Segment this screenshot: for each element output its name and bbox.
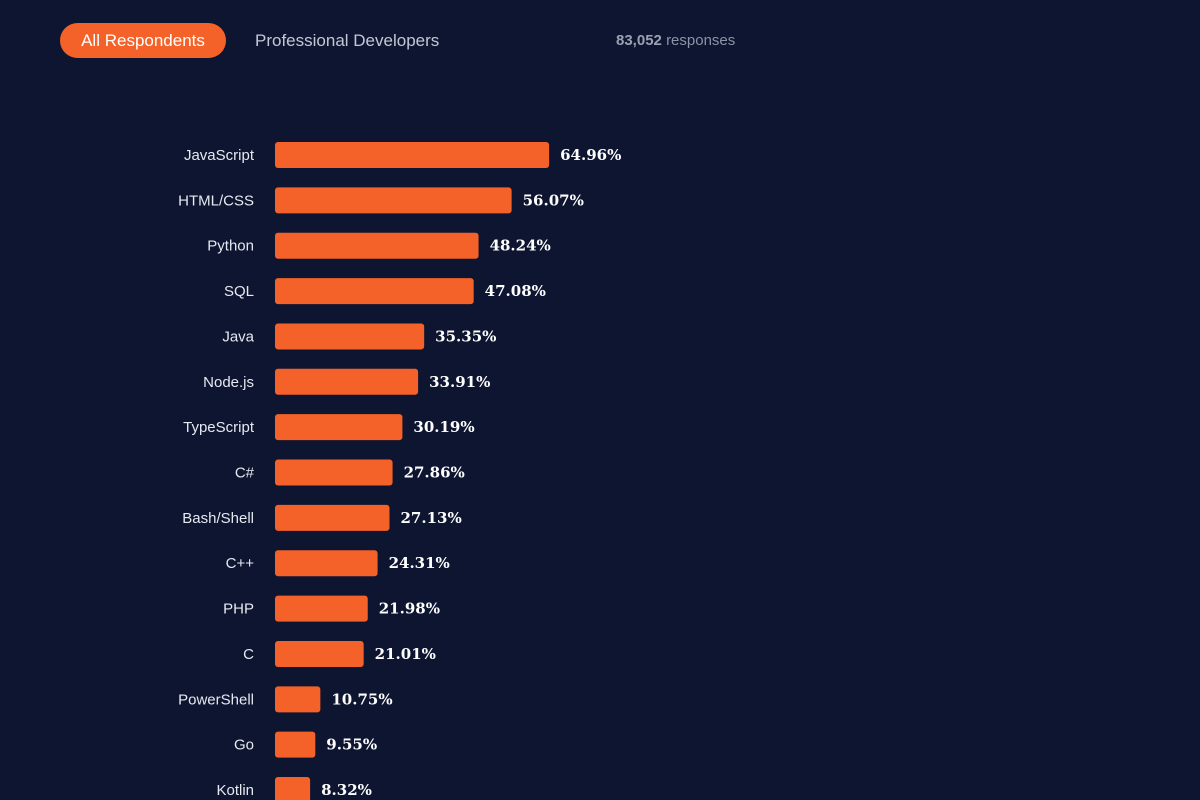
value-label: 9.55%	[326, 736, 377, 754]
category-label: Java	[222, 328, 254, 345]
value-label: 10.75%	[331, 690, 392, 708]
category-label: Python	[207, 238, 254, 255]
category-label: SQL	[224, 283, 254, 300]
value-label: 21.01%	[375, 645, 436, 663]
bar[interactable]	[275, 278, 474, 305]
bar[interactable]	[275, 414, 403, 441]
category-label: C#	[235, 465, 255, 482]
bar-row: Go 9.55%	[234, 731, 377, 758]
bar-row: C# 27.86%	[235, 459, 465, 486]
value-label: 47.08%	[485, 282, 546, 300]
bar[interactable]	[275, 232, 479, 259]
value-label: 33.91%	[429, 373, 490, 391]
bar[interactable]	[275, 686, 321, 713]
bar[interactable]	[275, 731, 316, 758]
bar-row: Node.js 33.91%	[203, 368, 490, 395]
responses-label: responses	[666, 32, 736, 49]
bar-row: C++ 24.31%	[226, 550, 450, 577]
responses-count: 83,052 responses	[616, 32, 735, 49]
responses-number: 83,052	[616, 32, 662, 49]
bar-row: HTML/CSS 56.07%	[178, 187, 584, 214]
bar[interactable]	[275, 640, 364, 667]
category-label: C++	[226, 555, 255, 572]
bar[interactable]	[275, 368, 419, 395]
bar[interactable]	[275, 595, 368, 622]
value-label: 64.96%	[560, 146, 621, 164]
value-label: 56.07%	[523, 191, 584, 209]
bar[interactable]	[275, 142, 550, 168]
bar-row: Kotlin 8.32%	[216, 777, 372, 800]
value-label: 30.19%	[413, 418, 474, 436]
category-label: Kotlin	[216, 782, 254, 799]
bar-row: Bash/Shell 27.13%	[182, 504, 462, 531]
bar-row: Python 48.24%	[207, 232, 551, 259]
bar-row: Java 35.35%	[222, 323, 496, 350]
bar-row: JavaScript 64.96%	[184, 142, 621, 168]
value-label: 21.98%	[379, 600, 440, 618]
bar-row: C 21.01%	[243, 640, 436, 667]
category-label: Node.js	[203, 374, 254, 391]
filter-bar: All Respondents Professional Developers …	[0, 0, 1200, 80]
category-label: PHP	[223, 601, 254, 618]
bar[interactable]	[275, 323, 425, 350]
value-label: 27.13%	[400, 509, 461, 527]
category-label: TypeScript	[183, 419, 255, 436]
value-label: 35.35%	[435, 327, 496, 345]
bar[interactable]	[275, 459, 393, 486]
bar[interactable]	[275, 777, 311, 800]
value-label: 8.32%	[321, 781, 372, 799]
category-label: Go	[234, 737, 254, 754]
bar-row: PowerShell 10.75%	[178, 686, 393, 713]
category-label: Bash/Shell	[182, 510, 254, 527]
category-label: HTML/CSS	[178, 192, 254, 209]
bar[interactable]	[275, 550, 378, 577]
value-label: 27.86%	[404, 464, 465, 482]
bar[interactable]	[275, 504, 390, 531]
category-label: C	[243, 646, 254, 663]
tab-professional-developers[interactable]: Professional Developers	[255, 31, 440, 50]
bar-row: TypeScript 30.19%	[183, 414, 475, 441]
category-label: JavaScript	[184, 147, 255, 164]
bar[interactable]	[275, 187, 512, 214]
value-label: 24.31%	[389, 554, 450, 572]
tab-all-respondents[interactable]: All Respondents	[60, 23, 226, 58]
bar-row: PHP 21.98%	[223, 595, 440, 622]
bar-row: SQL 47.08%	[224, 278, 546, 305]
category-label: PowerShell	[178, 691, 254, 708]
value-label: 48.24%	[490, 237, 551, 255]
